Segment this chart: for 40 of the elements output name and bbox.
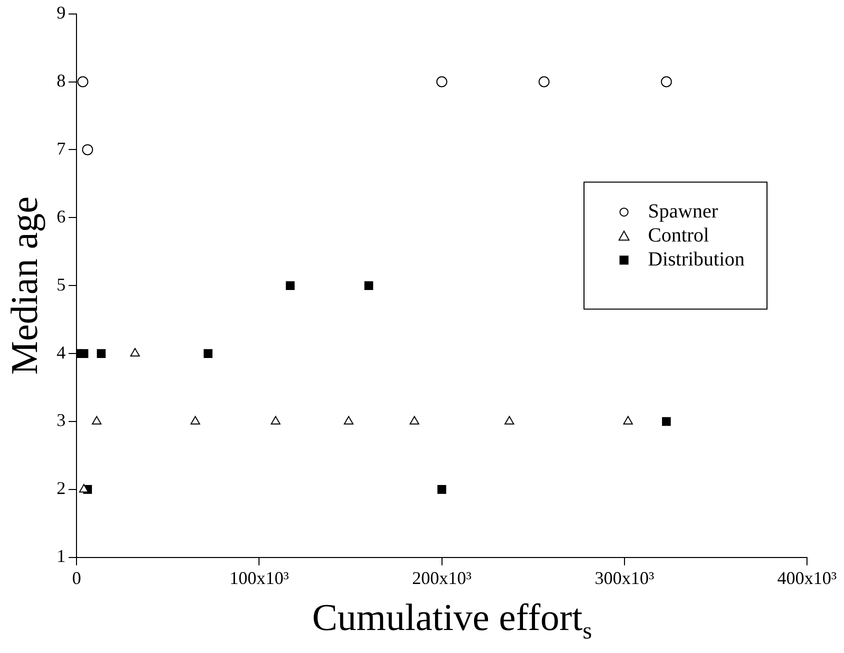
legend-label: Control xyxy=(648,224,710,246)
point xyxy=(410,416,420,424)
y-tick-label: 4 xyxy=(56,342,66,362)
point xyxy=(504,416,514,424)
x-axis-title: Cumulative effort$_{s}$ xyxy=(311,596,593,646)
point xyxy=(660,76,672,88)
point xyxy=(130,348,140,357)
point xyxy=(270,416,280,424)
legend-label: Distribution xyxy=(648,248,745,270)
point xyxy=(204,349,212,358)
point xyxy=(344,416,354,424)
point xyxy=(190,416,200,424)
y-tick-label: 8 xyxy=(56,70,66,90)
point xyxy=(92,416,102,424)
x-tick-label: 0 xyxy=(72,568,82,588)
y-tick-label: 9 xyxy=(56,2,66,23)
legend-label: Spawner xyxy=(648,200,718,222)
y-tick-label: 3 xyxy=(56,410,66,430)
y-tick-label: 2 xyxy=(56,478,66,498)
x-tick-label: 300x10³ xyxy=(594,568,655,588)
point xyxy=(436,76,448,88)
point xyxy=(623,416,633,424)
point xyxy=(662,417,671,426)
x-tick-label: 200x10³ xyxy=(412,568,472,588)
point xyxy=(96,349,106,358)
y-tick-label: 1 xyxy=(56,546,66,566)
y-tick-label: 5 xyxy=(56,274,66,294)
point xyxy=(79,484,89,492)
point xyxy=(77,76,88,88)
y-tick-label: 6 xyxy=(56,206,66,226)
point xyxy=(364,281,374,290)
x-tick-label: 100x10³ xyxy=(229,568,290,588)
y-axis-title: Median age xyxy=(4,196,46,375)
y-tick-label: 7 xyxy=(56,138,66,158)
point xyxy=(286,281,295,290)
point xyxy=(82,144,94,156)
point xyxy=(538,76,550,88)
point xyxy=(437,485,446,494)
x-tick-label: 400x10³ xyxy=(777,568,838,588)
point xyxy=(80,349,88,358)
